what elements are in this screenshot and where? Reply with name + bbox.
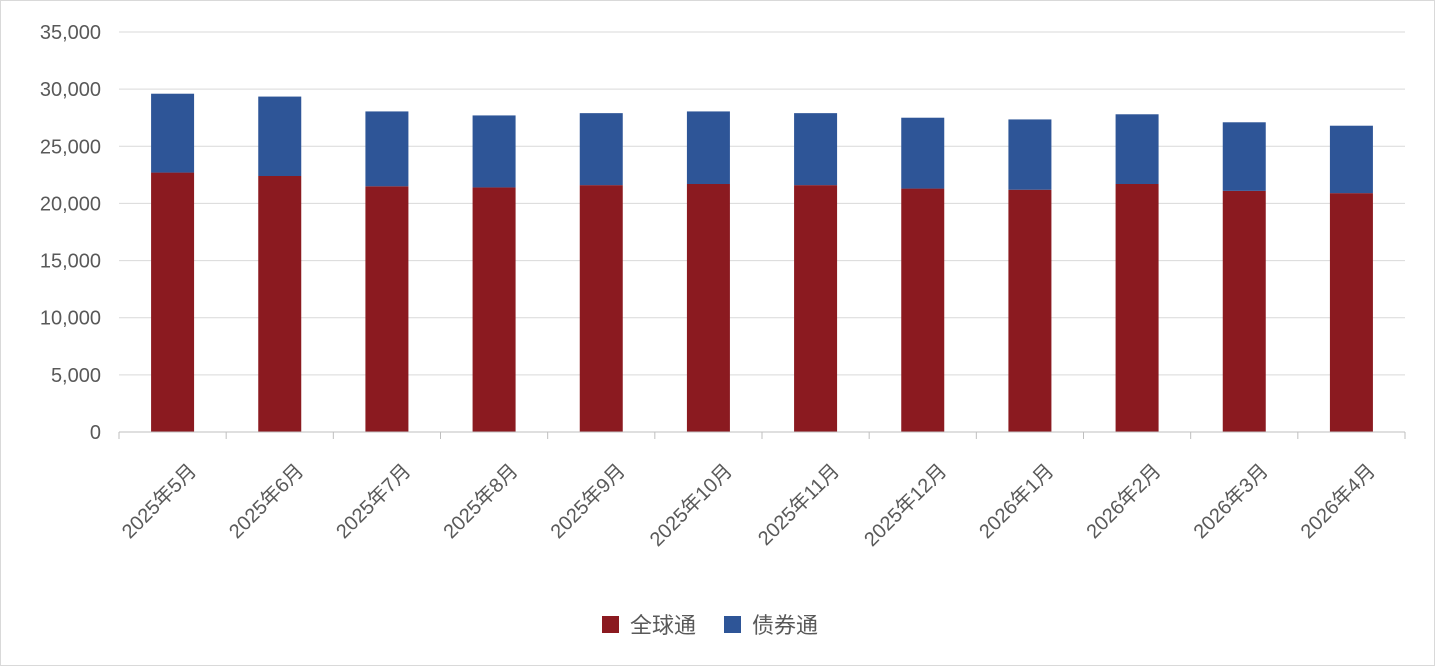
x-tick-label: 2025年9月 <box>546 459 630 543</box>
bar-series1 <box>1115 184 1159 432</box>
bar-series1 <box>151 172 195 433</box>
gridlines <box>119 31 1405 376</box>
legend-label: 全球通 <box>630 614 696 639</box>
bar-series1 <box>579 185 623 432</box>
y-tick-label: 5,000 <box>51 365 101 387</box>
x-tick-label: 2025年6月 <box>224 459 308 543</box>
bar-series2 <box>365 111 409 187</box>
x-axis-ticks: 2025年5月 2025年6月 2025年7月 2025年8月 2025年9月 2025年… <box>117 459 1380 551</box>
bar-series1 <box>901 188 945 432</box>
bar-series1 <box>1329 193 1373 432</box>
bar-series2 <box>901 117 945 189</box>
y-tick-label: 35,000 <box>40 22 101 44</box>
y-tick-label: 25,000 <box>40 136 101 158</box>
y-tick-label: 15,000 <box>40 251 101 273</box>
x-tick-label: 2025年11月 <box>753 459 844 550</box>
bar-series2 <box>472 115 516 188</box>
legend-swatch <box>724 616 741 633</box>
x-tick-label: 2025年7月 <box>332 459 416 543</box>
legend-swatch <box>602 616 619 633</box>
y-axis-ticks: 0 5,000 10,000 15,000 20,000 25,000 30,000 35,0… <box>40 22 101 444</box>
bar-series1 <box>472 187 516 432</box>
bar-series2 <box>1329 125 1373 194</box>
y-tick-label: 30,000 <box>40 79 101 101</box>
bar-series2 <box>258 96 302 176</box>
bar-series2 <box>1222 122 1266 191</box>
bar-series2 <box>151 93 195 173</box>
x-tick-label: 2026年3月 <box>1189 459 1273 543</box>
bar-series1 <box>794 185 838 432</box>
y-tick-label: 10,000 <box>40 308 101 330</box>
bar-series2 <box>1008 119 1052 190</box>
x-tick-label: 2025年12月 <box>860 459 952 551</box>
bar-series1 <box>1222 190 1266 432</box>
legend-label: 债券通 <box>752 614 818 639</box>
bar-series2 <box>686 111 730 184</box>
x-tick-label: 2025年8月 <box>439 459 523 543</box>
x-tick-label: 2026年1月 <box>975 459 1059 543</box>
bar-series2 <box>579 113 623 186</box>
x-tick-label: 2025年10月 <box>645 459 737 551</box>
bars <box>151 93 1373 433</box>
x-tick-label: 2025年5月 <box>117 459 201 543</box>
bar-series2 <box>794 113 838 186</box>
x-tick-label: 2026年2月 <box>1082 459 1166 543</box>
bar-series2 <box>1115 114 1159 184</box>
x-tick-label: 2026年4月 <box>1296 459 1380 543</box>
bar-series1 <box>365 186 409 432</box>
bar-series1 <box>258 176 302 432</box>
y-tick-label: 20,000 <box>40 193 101 215</box>
legend: 全球通 债券通 <box>602 614 818 639</box>
y-tick-label: 0 <box>90 422 101 444</box>
bar-series1 <box>1008 189 1052 432</box>
bar-series1 <box>686 184 730 432</box>
x-axis <box>118 431 1406 439</box>
